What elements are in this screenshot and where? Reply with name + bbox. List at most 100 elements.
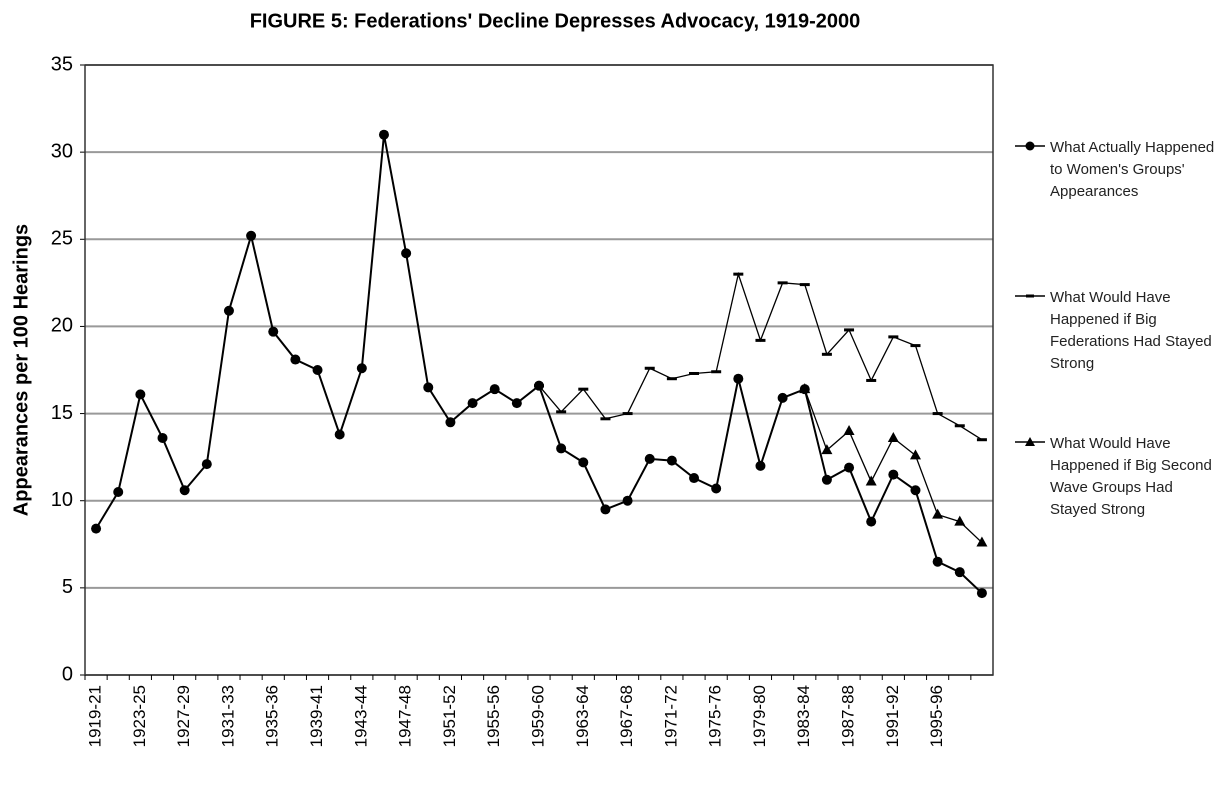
legend-marker [1025,141,1035,151]
point [556,443,567,454]
x-tick-label: 1927-29 [174,685,193,747]
point [711,483,722,494]
point [91,523,102,534]
y-tick-label: 10 [51,489,73,511]
point [113,487,124,497]
y-tick-label: 35 [51,53,73,75]
point [312,365,323,375]
point [290,354,301,365]
point [843,425,855,435]
x-tick-label: 1923-25 [130,685,149,747]
point [556,410,567,414]
point [578,457,589,468]
point [932,508,944,519]
chart-title: FIGURE 5: Federations' Decline Depresses… [250,10,861,32]
x-tick-label: 1935-36 [263,685,282,747]
x-tick-label: 1919-21 [86,685,105,747]
point [622,495,633,506]
point [666,455,677,466]
point [976,536,988,547]
x-tick-label: 1983-84 [794,685,813,747]
series-line [95,134,983,594]
y-tick-label: 15 [51,402,73,424]
point [910,344,921,348]
point [622,412,633,416]
point [844,328,855,332]
x-tick-label: 1955-56 [484,685,503,747]
point [711,370,722,374]
point [600,504,611,515]
point [954,424,965,428]
point [467,398,478,409]
point [821,444,833,455]
point [378,129,389,140]
point [534,384,544,388]
legend-label: What Would Have Happened if Big Second W… [1050,435,1212,518]
point [976,438,987,442]
legend-marker [1025,437,1035,446]
point [733,373,744,384]
point [578,387,589,391]
x-tick-label: 1967-68 [617,685,636,747]
point [334,429,345,440]
point [932,556,943,567]
point [223,305,234,316]
point [821,352,832,356]
legend-label: What Actually Happened to Women's Groups… [1050,139,1215,200]
point [179,485,190,496]
x-tick-label: 1959-60 [528,685,547,747]
point [976,588,987,599]
point [954,567,965,578]
point [733,272,744,276]
point [644,366,655,370]
point [888,469,899,480]
point [910,485,921,496]
point [246,230,257,241]
point [445,417,456,428]
point [755,338,766,342]
point [888,335,899,339]
x-tick-label: 1947-48 [396,685,415,747]
point [666,377,677,381]
x-tick-label: 1995-96 [927,685,946,747]
y-tick-label: 20 [51,315,73,337]
point [932,412,943,416]
point [909,449,921,460]
point [777,281,788,285]
legend-label: What Would Have Happened if Big Federati… [1050,289,1212,372]
point [821,474,832,485]
point [135,389,146,400]
point [423,382,434,393]
x-tick-label: 1943-44 [351,685,370,747]
point [157,432,168,443]
series-line [804,388,983,544]
legend-marker [1026,294,1034,298]
point [954,515,966,526]
point [489,384,500,395]
x-tick-label: 1975-76 [706,685,725,747]
x-tick-label: 1971-72 [661,685,680,747]
y-tick-label: 5 [62,576,73,598]
point [799,383,811,394]
point [689,473,700,484]
point [689,371,700,375]
plot-frame [84,64,994,676]
x-tick-label: 1979-80 [750,685,769,747]
point [844,462,855,473]
point [755,460,766,471]
x-tick-label: 1963-64 [573,685,592,747]
point [866,516,877,527]
point [201,459,212,470]
point [777,392,788,403]
point [511,398,522,409]
point [865,475,877,486]
x-tick-label: 1931-33 [218,685,237,747]
y-tick-label: 0 [62,663,73,685]
point [799,283,810,287]
point [600,417,611,421]
point [887,431,899,442]
y-tick-label: 30 [51,140,73,162]
point [866,378,877,382]
point [356,363,367,374]
